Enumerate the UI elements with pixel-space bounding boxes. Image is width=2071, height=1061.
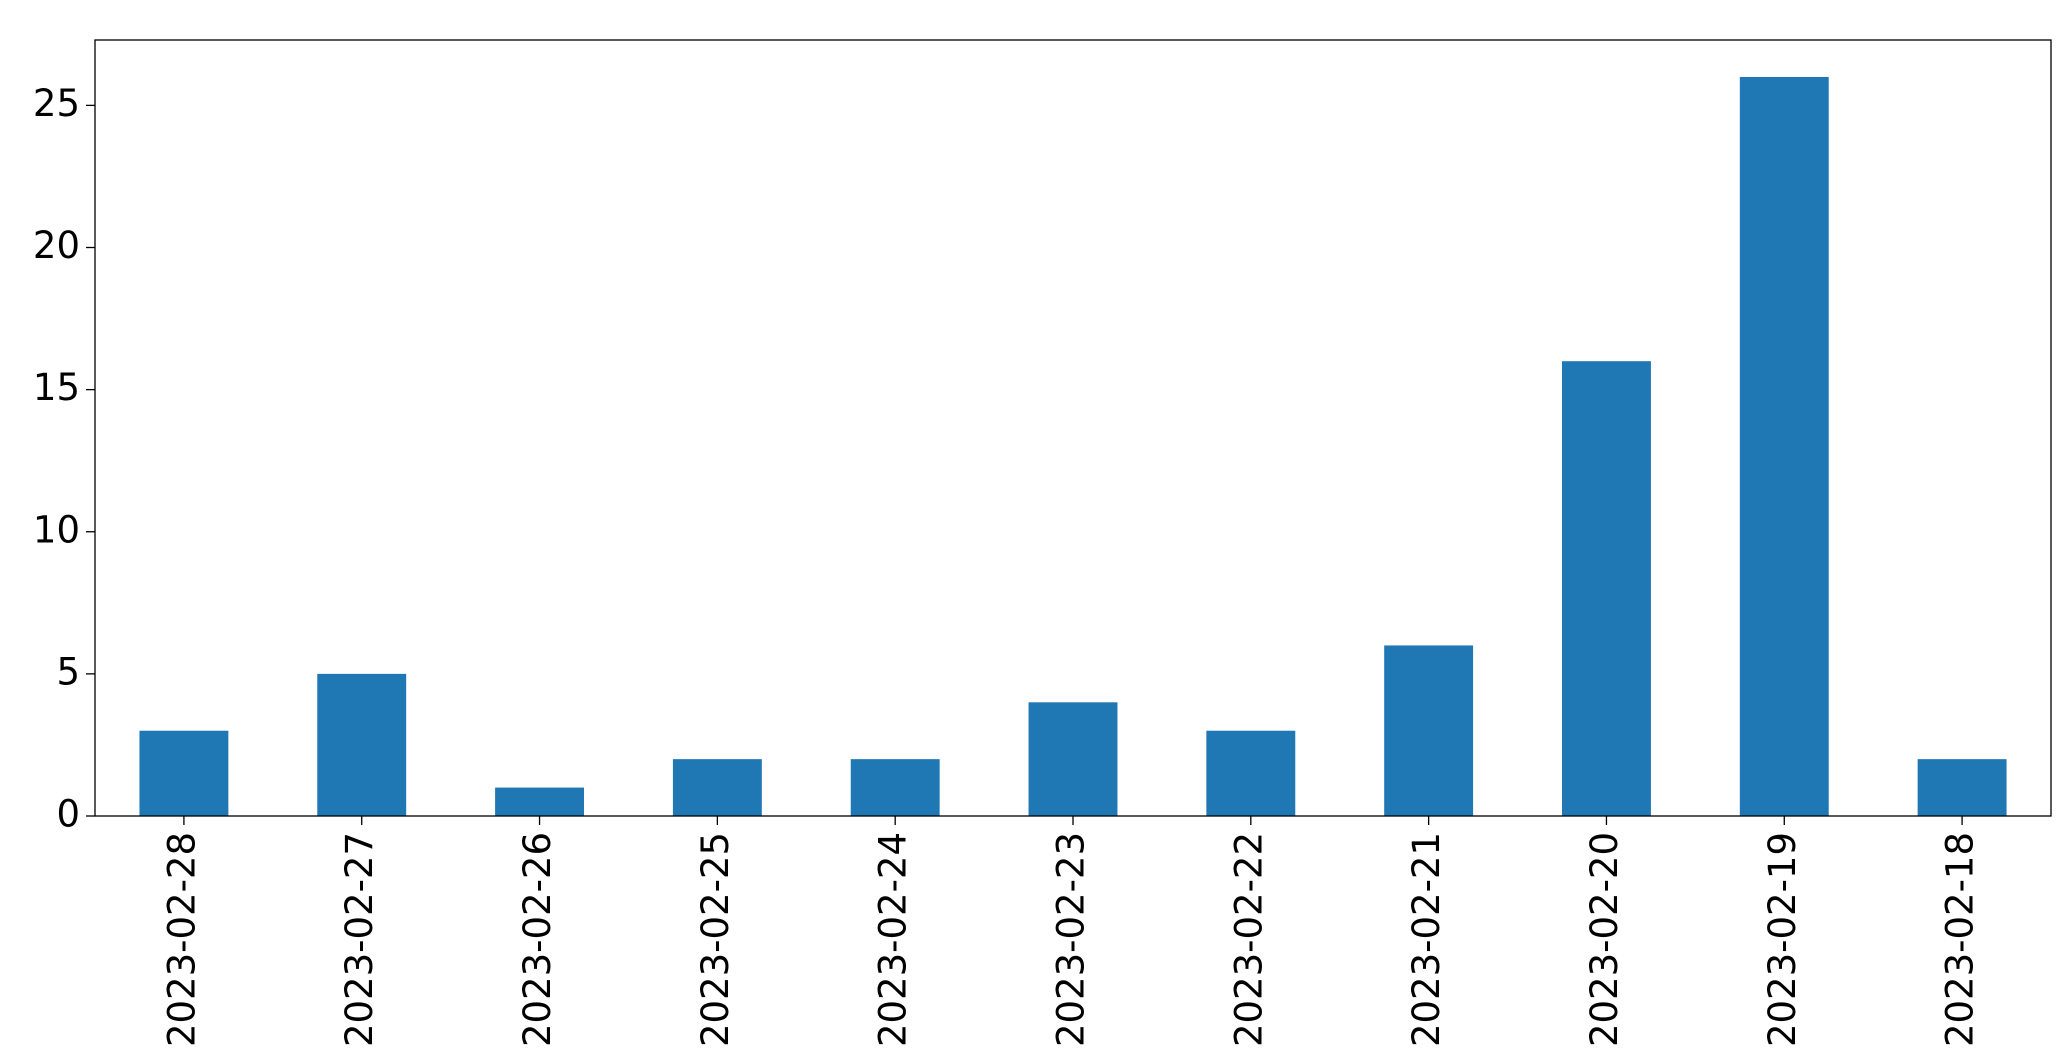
x-tick-label: 2023-02-18 (1939, 832, 1982, 1047)
bar (1384, 645, 1474, 816)
x-tick-label: 2023-02-20 (1583, 832, 1626, 1047)
y-tick-label: 15 (33, 366, 80, 409)
x-tick-label: 2023-02-27 (338, 832, 381, 1047)
bar (495, 787, 584, 816)
y-tick-label: 0 (56, 793, 80, 836)
bar (1206, 730, 1296, 816)
x-tick-label: 2023-02-26 (516, 832, 559, 1047)
x-tick-label: 2023-02-28 (160, 832, 203, 1047)
y-tick-label: 5 (56, 650, 80, 693)
bar (672, 759, 762, 816)
x-tick-label: 2023-02-23 (1050, 832, 1093, 1047)
plot-frame (94, 39, 2052, 817)
x-tick-label: 2023-02-19 (1761, 832, 1804, 1047)
x-tick-label: 2023-02-25 (694, 832, 737, 1047)
bar (139, 730, 229, 816)
y-tick-label: 20 (33, 224, 80, 267)
x-tick-label: 2023-02-21 (1405, 832, 1448, 1047)
bar (1917, 759, 2007, 816)
x-tick-label: 2023-02-22 (1227, 832, 1270, 1047)
bar (317, 673, 407, 816)
y-tick-label: 25 (33, 82, 80, 125)
bar (850, 759, 940, 816)
x-tick-label: 2023-02-24 (872, 832, 915, 1047)
y-tick-label: 10 (33, 508, 80, 551)
bar (1028, 702, 1118, 816)
bar (1562, 361, 1651, 816)
bar (1739, 76, 1829, 816)
